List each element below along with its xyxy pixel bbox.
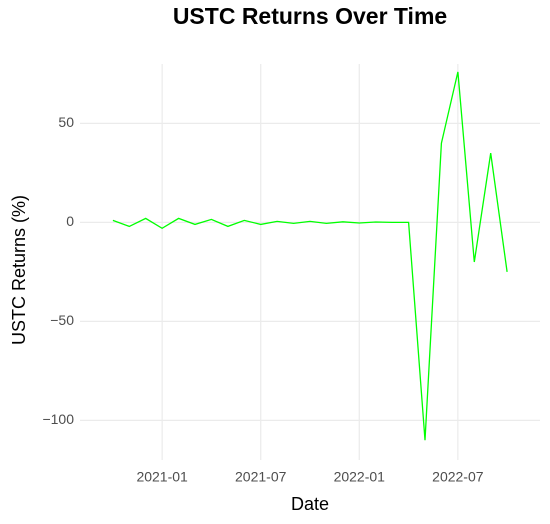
y-tick-label: −100 (42, 411, 74, 427)
x-tick-label: 2021-07 (235, 469, 287, 485)
x-axis-label: Date (291, 494, 329, 514)
data-line (112, 71, 508, 441)
y-axis-label: USTC Returns (%) (9, 195, 29, 345)
y-tick-label: 0 (66, 213, 74, 229)
chart-title: USTC Returns Over Time (173, 3, 447, 29)
x-tick-label: 2022-07 (432, 469, 484, 485)
y-tick-label: 50 (58, 114, 74, 130)
y-tick-label: −50 (50, 312, 74, 328)
x-tick-label: 2022-01 (334, 469, 386, 485)
x-tick-label: 2021-01 (136, 469, 188, 485)
